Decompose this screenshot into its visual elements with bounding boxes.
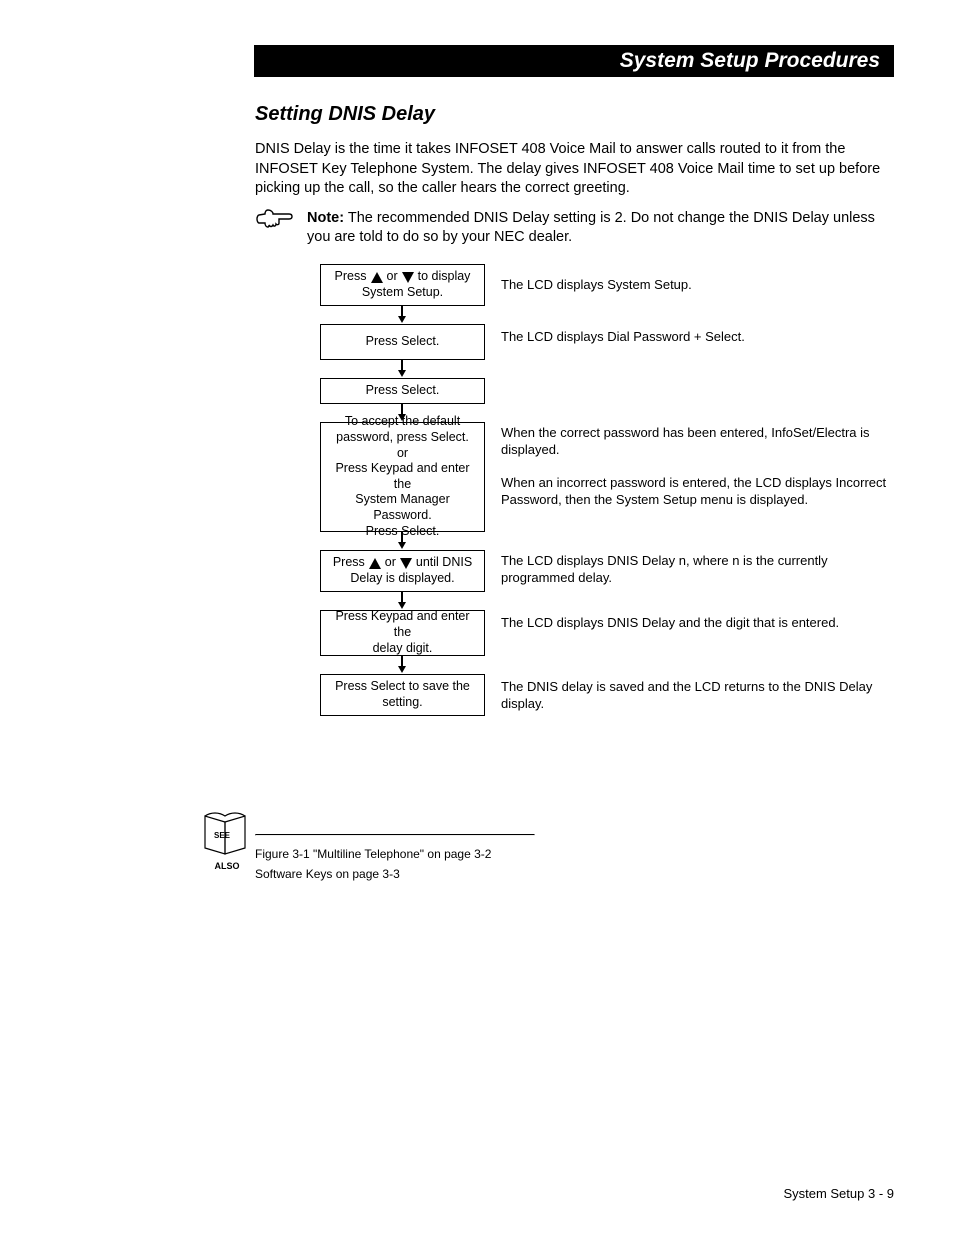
ref-2: Software Keys on page 3-3 <box>255 864 535 884</box>
flowchart: Press or to display System Setup. The LC… <box>255 264 895 804</box>
up-arrow-icon <box>371 272 383 283</box>
flow-side-7: The DNIS delay is saved and the LCD retu… <box>501 678 901 713</box>
down-arrow-icon <box>400 558 412 569</box>
up-arrow-icon <box>369 558 381 569</box>
flow-side-1: The LCD displays System Setup. <box>501 276 901 294</box>
svg-text:SEE: SEE <box>214 831 231 840</box>
ref-1: Figure 3-1 "Multiline Telephone" on page… <box>255 844 535 864</box>
section-paragraph: DNIS Delay is the time it takes INFOSET … <box>255 140 895 199</box>
flow-side-4b: When an incorrect password is entered, t… <box>501 474 901 509</box>
header-bar-text: System Setup Procedures <box>620 49 880 73</box>
references: Figure 3-1 "Multiline Telephone" on page… <box>255 844 535 885</box>
note-row: Note: The recommended DNIS Delay setting… <box>255 209 895 248</box>
see-also-label: ALSO <box>199 861 255 871</box>
flow-box-4: To accept the default password, press Se… <box>320 422 485 532</box>
header-bar: System Setup Procedures <box>254 45 894 77</box>
book-icon: SEE <box>199 808 255 860</box>
flow-box-3: Press Select. <box>320 378 485 404</box>
flow-box-1: Press or to display System Setup. <box>320 264 485 306</box>
flow-box-6: Press Keypad and enter the delay digit. <box>320 610 485 656</box>
page-number: System Setup 3 - 9 <box>783 1186 894 1201</box>
flow-side-4a: When the correct password has been enter… <box>501 424 901 459</box>
flow-box-7: Press Select to save the setting. <box>320 674 485 716</box>
note-text: Note: The recommended DNIS Delay setting… <box>307 209 895 248</box>
note-body: The recommended DNIS Delay setting is 2.… <box>307 210 875 246</box>
flow-side-6: The LCD displays DNIS Delay and the digi… <box>501 614 901 632</box>
pointing-hand-icon <box>255 205 295 238</box>
flow-box-2: Press Select. <box>320 324 485 360</box>
down-arrow-icon <box>402 272 414 283</box>
flow-box-5: Press or until DNIS Delay is displayed. <box>320 550 485 592</box>
flow-side-5: The LCD displays DNIS Delay n, where n i… <box>501 552 901 587</box>
section-title: Setting DNIS Delay <box>255 103 895 126</box>
note-label: Note: <box>307 210 344 226</box>
reference-divider <box>255 834 535 836</box>
flow-side-2: The LCD displays Dial Password + Select. <box>501 328 901 346</box>
